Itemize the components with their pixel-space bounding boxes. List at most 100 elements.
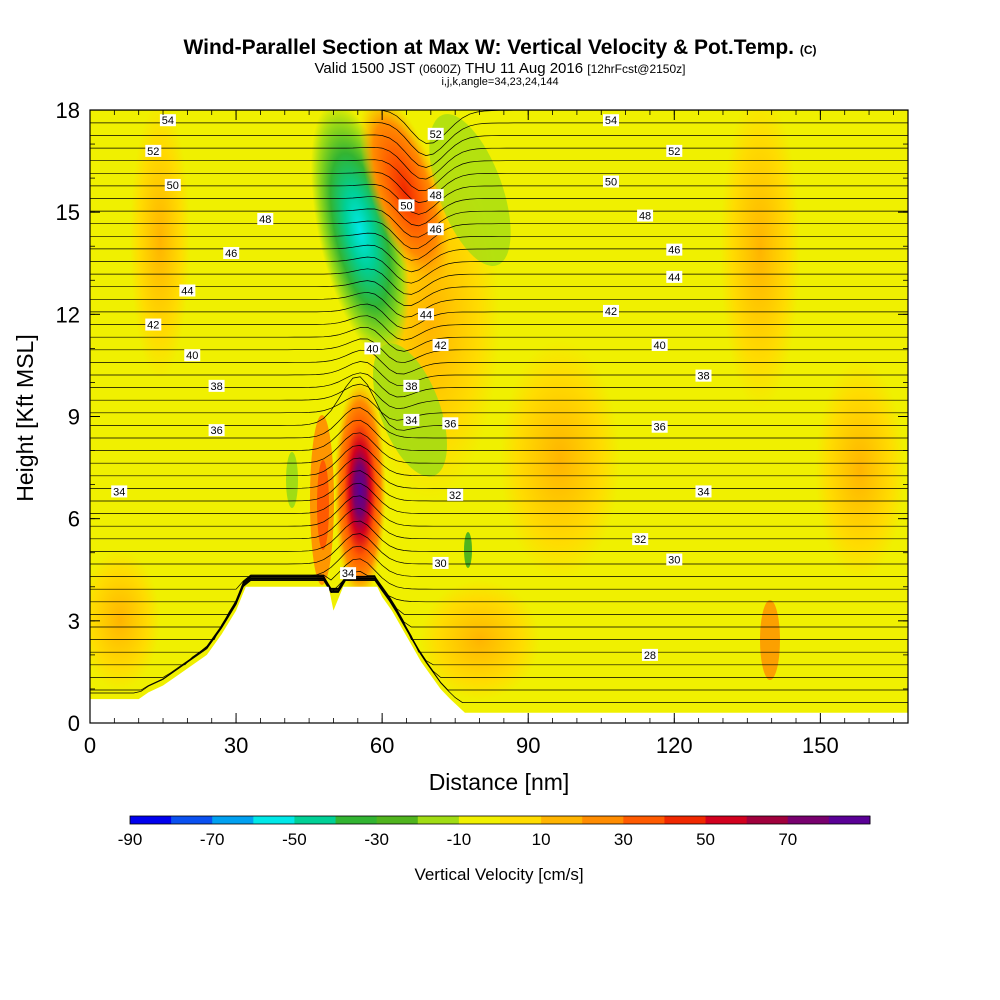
contour-label-box <box>145 318 162 331</box>
potential-temperature-contours <box>90 110 908 703</box>
theta-contour-line <box>90 303 908 330</box>
colorbar-tick-label: -30 <box>364 830 389 849</box>
contour-label: 34 <box>697 486 709 498</box>
colorbar-swatch <box>130 816 172 824</box>
contour-label: 52 <box>668 146 680 158</box>
colorbar-tick-label: -50 <box>282 830 307 849</box>
colorbar-swatch <box>500 816 542 824</box>
contour-label: 48 <box>430 190 442 202</box>
colorbar-swatch <box>212 816 254 824</box>
theta-contour-line <box>90 545 908 577</box>
theta-contour-line <box>90 349 908 375</box>
contour-label-box <box>340 567 357 580</box>
contour-label: 42 <box>434 340 446 352</box>
colorbar-swatch <box>828 816 871 824</box>
contour-label: 44 <box>668 272 680 284</box>
contour-label: 52 <box>430 129 442 141</box>
theta-contour-line <box>90 482 908 514</box>
theta-contour-line <box>90 432 908 464</box>
chart-subtitle: Valid 1500 JST (0600Z) THU 11 Aug 2016 [… <box>314 60 686 77</box>
contour-label-box <box>159 114 176 127</box>
theta-contour-line <box>90 326 908 352</box>
terrain-mask <box>90 586 908 723</box>
contour-label-box <box>417 308 434 321</box>
colorbar-swatch <box>335 816 378 824</box>
contour-label-box <box>145 144 162 157</box>
contour-label-box <box>179 284 196 297</box>
theta-contour-line <box>90 159 908 191</box>
colorbar-swatch <box>294 816 337 824</box>
theta-contour-line <box>90 571 908 603</box>
colorbar-swatch <box>787 816 830 824</box>
theta-contour-line <box>90 533 908 565</box>
contour-label: 46 <box>225 248 237 260</box>
y-tick-label: 3 <box>68 609 80 634</box>
x-axis-title: Distance [nm] <box>429 769 570 795</box>
contour-label-box <box>398 199 415 212</box>
contour-label-box <box>666 243 683 256</box>
contour-label: 50 <box>400 200 412 212</box>
contour-label: 44 <box>420 309 432 321</box>
weak-updraft-region <box>815 360 905 580</box>
colorbar-frame <box>129 815 871 825</box>
contour-label-box <box>427 189 444 202</box>
contour-label: 34 <box>113 486 125 498</box>
x-tick-label: 0 <box>84 733 96 758</box>
theta-contour-line <box>90 134 908 168</box>
contour-label-box <box>403 379 420 392</box>
theta-contour-line <box>90 361 908 386</box>
contour-label: 44 <box>181 285 193 297</box>
theta-contour-line <box>90 291 908 318</box>
theta-contour-line <box>90 558 908 590</box>
contour-label-box <box>184 349 201 362</box>
downdraft-band-mid <box>373 343 447 477</box>
colorbar-swatch <box>541 816 583 824</box>
contour-label: 42 <box>147 320 159 332</box>
colorbar-swatch <box>171 816 213 824</box>
contour-label: 50 <box>167 180 179 192</box>
y-tick-label: 12 <box>56 302 80 327</box>
colorbar-swatch <box>623 816 665 824</box>
contour-label-box <box>223 247 240 260</box>
contour-label: 46 <box>668 245 680 257</box>
colorbar-tick-label: -70 <box>200 830 225 849</box>
colorbar-swatch <box>664 816 707 824</box>
contour-label: 42 <box>605 306 617 318</box>
x-tick-label: 120 <box>656 733 693 758</box>
contour-label: 40 <box>654 340 666 352</box>
theta-contour-line <box>90 280 908 306</box>
x-tick-label: 90 <box>516 733 540 758</box>
theta-contour-line <box>90 470 908 502</box>
colorbar-swatch <box>582 816 624 824</box>
contour-label: 46 <box>430 224 442 236</box>
contour-label-box <box>257 212 274 225</box>
colorbar-tick-label: 70 <box>778 830 797 849</box>
contour-label-box <box>427 223 444 236</box>
contour-label: 36 <box>444 418 456 430</box>
downdraft-band <box>429 114 511 266</box>
colorbar-swatch <box>417 816 460 824</box>
theta-contour-line <box>90 419 908 451</box>
y-tick-label: 6 <box>68 507 80 532</box>
contour-labels: 54 52 50 48 46 44 42 40 38 36 34 52 50 48 46 44 42 40 38 34… <box>111 114 712 662</box>
theta-contour-line <box>90 196 908 227</box>
contour-label-box <box>442 417 459 430</box>
theta-contour-line <box>90 457 908 489</box>
contour-label: 48 <box>639 211 651 223</box>
contour-label: 32 <box>449 490 461 502</box>
contour-label-box <box>666 270 683 283</box>
small-downdraft <box>464 532 472 568</box>
contour-label: 38 <box>210 381 222 393</box>
colorbar-swatch <box>746 816 789 824</box>
contour-label-box <box>602 175 619 188</box>
contour-label: 40 <box>366 343 378 355</box>
contour-label: 54 <box>162 115 174 127</box>
x-tick-label: 150 <box>802 733 839 758</box>
colorbar-swatch <box>705 816 748 824</box>
contour-label: 52 <box>147 146 159 158</box>
colorbar-tick-label: 10 <box>532 830 551 849</box>
contour-label: 34 <box>342 568 354 580</box>
contour-label: 50 <box>605 177 617 189</box>
theta-contour-line <box>90 232 908 261</box>
